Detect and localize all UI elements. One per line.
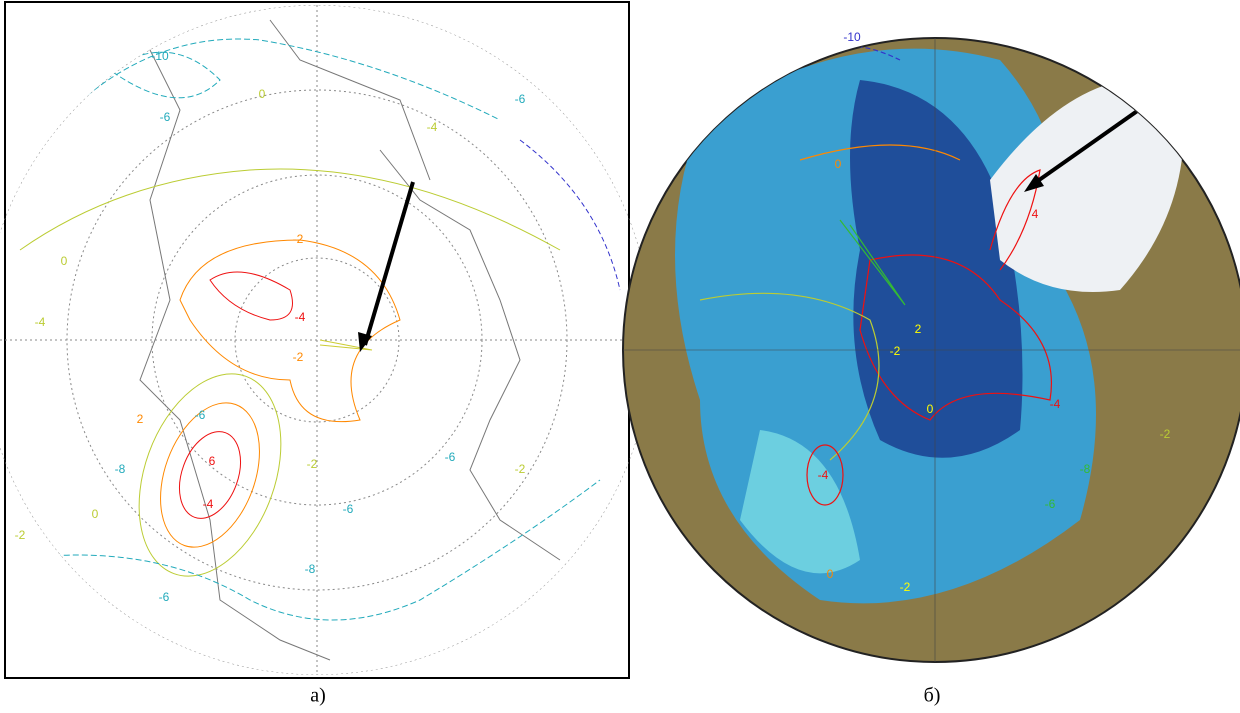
- contour: [859, 254, 1052, 421]
- contour: [19, 168, 561, 251]
- contour-label: -6: [195, 408, 206, 422]
- contour: [9, 479, 601, 621]
- shelf: [740, 430, 860, 574]
- panel-b: [622, 37, 1240, 663]
- contour-label: -4: [427, 120, 438, 134]
- contour-label: -10: [151, 49, 169, 63]
- contour-label: -8: [305, 562, 316, 576]
- greenland: [990, 77, 1184, 292]
- contour-label: 0: [259, 87, 266, 101]
- map-a: [0, 5, 652, 675]
- contour: [59, 38, 501, 121]
- map-b: [623, 38, 1240, 662]
- coastline: [379, 149, 561, 561]
- contour-label: -2: [515, 462, 526, 476]
- contour-label: 6: [209, 454, 216, 468]
- contour-label: -4: [203, 497, 214, 511]
- arrowhead: [1024, 174, 1044, 192]
- contour-label: -4: [35, 315, 46, 329]
- panel-a: [0, 1, 652, 679]
- contour-label: 0: [92, 507, 99, 521]
- contour-label: -2: [890, 344, 901, 358]
- contour-label: -10: [843, 30, 861, 44]
- contour-label: 0: [61, 254, 68, 268]
- contour-label: -6: [515, 92, 526, 106]
- contour-label: 0: [835, 157, 842, 171]
- contour-label: -6: [445, 450, 456, 464]
- contour-label: -8: [115, 462, 126, 476]
- contour: [699, 292, 880, 461]
- arrow: [363, 181, 415, 346]
- contour-label: 0: [827, 567, 834, 581]
- contour: [209, 271, 293, 321]
- contour-label: -2: [293, 232, 304, 246]
- deep-basin: [850, 80, 1023, 458]
- contour-label: 0: [927, 402, 934, 416]
- contour-label: -4: [1050, 397, 1061, 411]
- contour-label: -6: [343, 502, 354, 516]
- arrowhead: [358, 332, 372, 352]
- contour: [109, 51, 221, 99]
- contour-label: -6: [160, 110, 171, 124]
- contour-label: -4: [295, 310, 306, 324]
- contour: [839, 219, 906, 306]
- contour: [806, 444, 844, 506]
- contour-labels: -10 -6 -6 0 -4 -2 -4 -2 0 -4 2 -6 -8 6 -4 -2 -6 -8 -6 -2 -6 -…: [15, 30, 1171, 604]
- contour: [799, 144, 961, 161]
- contour: [179, 239, 401, 423]
- contour-label: 2: [137, 412, 144, 426]
- coastline: [269, 19, 431, 181]
- contour-label: -2: [900, 580, 911, 594]
- contour: [989, 169, 1041, 271]
- coastline: [139, 29, 331, 661]
- contour: [138, 373, 282, 577]
- contour-label: -6: [159, 590, 170, 604]
- contour: [319, 339, 373, 351]
- contour-label: -8: [1080, 462, 1091, 476]
- panel-caption: а): [310, 685, 326, 707]
- panel-caption: б): [924, 685, 941, 707]
- contour-label: -2: [293, 350, 304, 364]
- contour-label: 4: [1032, 207, 1039, 221]
- graticule: [234, 257, 400, 423]
- contour-label: -6: [1045, 497, 1056, 511]
- contour-label: -2: [307, 457, 318, 471]
- contour-label: 2: [915, 322, 922, 336]
- contour: [179, 431, 241, 519]
- contour-label: -2: [1160, 427, 1171, 441]
- contour: [519, 139, 621, 291]
- contour: [160, 402, 260, 548]
- contour-label: -2: [15, 528, 26, 542]
- contour-label: -4: [818, 468, 829, 482]
